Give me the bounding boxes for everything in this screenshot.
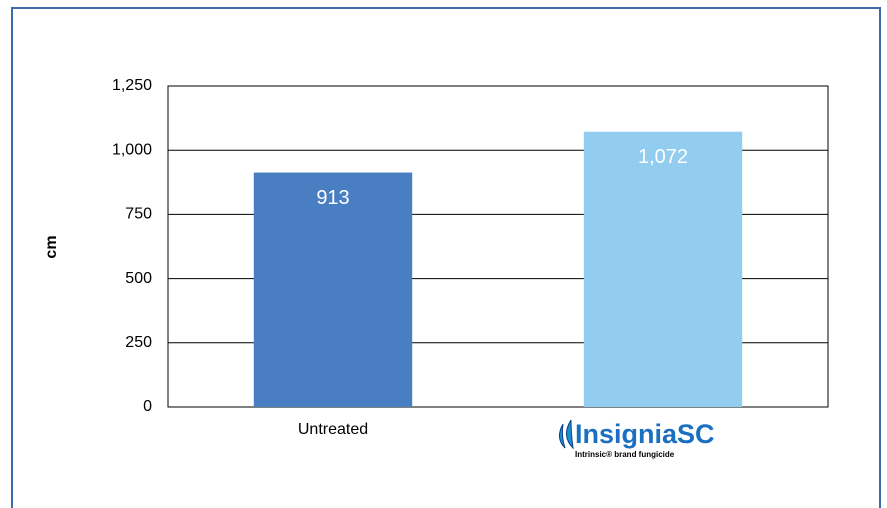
y-tick-label: 500	[125, 270, 152, 287]
y-axis-label: cm	[43, 235, 60, 258]
x-tick-label: InsigniaSC	[575, 419, 715, 449]
y-tick-label: 750	[125, 206, 152, 223]
y-tick-label: 250	[125, 334, 152, 351]
y-tick-label: 1,000	[112, 141, 152, 158]
data-label: 913	[316, 187, 349, 209]
data-label: 1,072	[638, 146, 688, 168]
bar	[583, 131, 743, 408]
logo-tagline: Intrinsic® brand fungicide	[575, 450, 675, 459]
y-tick-label: 1,250	[112, 77, 152, 94]
y-tick-label: 0	[143, 398, 152, 415]
plot-area	[167, 85, 829, 408]
frame	[11, 7, 881, 508]
bar	[253, 172, 413, 407]
logo-icon	[559, 419, 574, 450]
x-tick-label: Untreated	[298, 421, 368, 438]
